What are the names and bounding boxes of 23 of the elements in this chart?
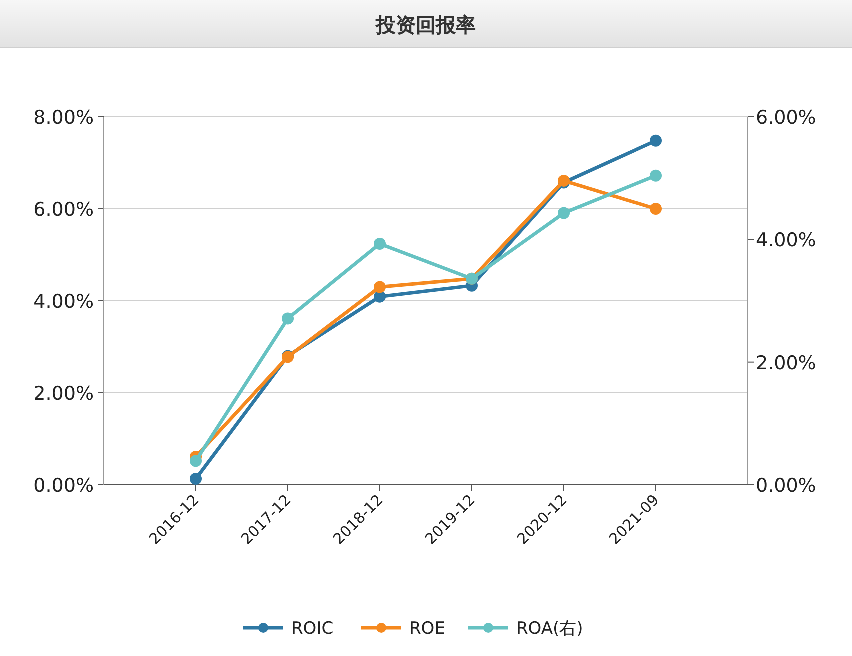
y-tick-label: 8.00% [34,107,94,129]
point [558,207,570,220]
point [374,238,386,250]
y-tick-label: 0.00% [34,475,94,497]
point [190,473,202,486]
legend-label: ROE [410,619,446,639]
y2-tick-label: 0.00% [756,475,816,497]
point [374,290,386,303]
legend-label: ROA(右) [516,619,584,639]
y-tick-label: 4.00% [34,291,94,313]
point [650,170,662,182]
point [190,455,202,468]
legend-label: ROIC [292,619,334,639]
point [282,312,294,325]
point [374,281,386,294]
y-tick-label: 2.00% [34,383,94,405]
point [650,134,662,147]
chart-title: 投资回报率 [375,13,476,37]
y2-tick-label: 4.00% [756,230,816,252]
y2-tick-label: 2.00% [756,352,816,374]
y2-tick-label: 6.00% [756,107,816,129]
y-tick-label: 6.00% [34,199,94,221]
point [650,203,662,215]
